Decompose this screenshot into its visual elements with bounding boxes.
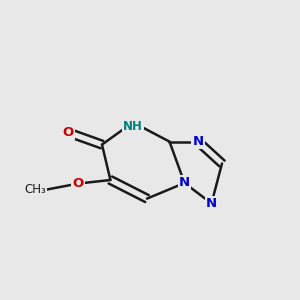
Text: O: O [72,177,84,190]
Text: O: O [63,126,74,139]
Text: CH₃: CH₃ [25,183,46,196]
Text: N: N [192,135,204,148]
Text: N: N [206,197,217,210]
Text: NH: NH [123,119,143,133]
Text: N: N [179,176,190,190]
